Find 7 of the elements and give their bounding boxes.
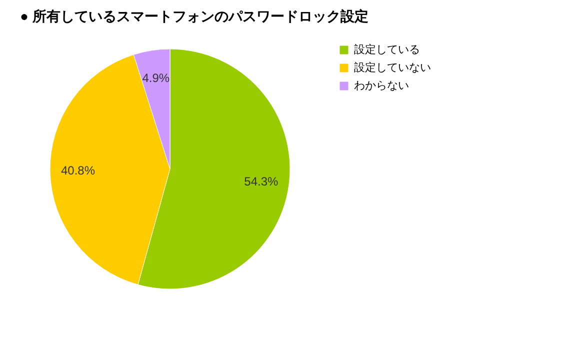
data-label: 4.9%: [142, 71, 170, 86]
legend-label: わからない: [354, 80, 409, 92]
legend-label: 設定している: [354, 43, 420, 56]
chart-title: ● 所有しているスマートフォンのパスワードロック設定: [20, 8, 368, 24]
legend-label: 設定していない: [354, 61, 431, 74]
data-label: 40.8%: [61, 164, 96, 178]
data-label: 54.3%: [244, 174, 278, 188]
